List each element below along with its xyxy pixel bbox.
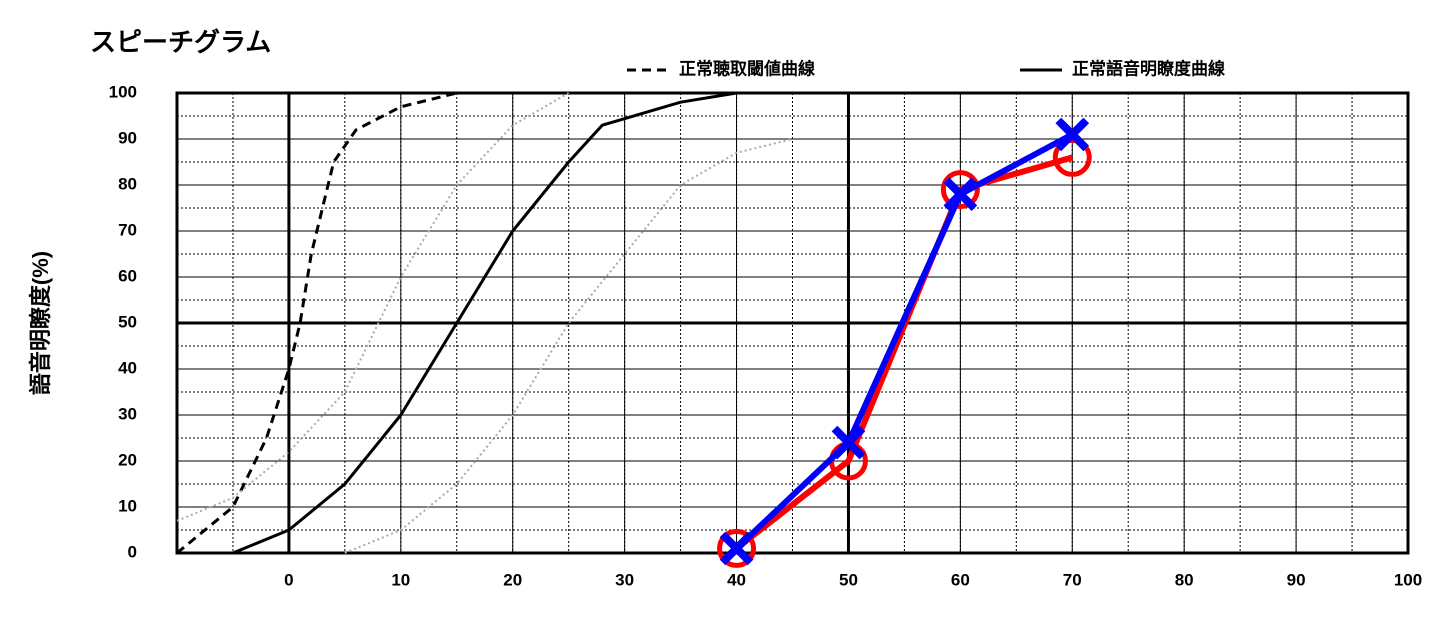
x-tick-label: 60 bbox=[951, 570, 970, 589]
x-tick-label: 10 bbox=[391, 570, 410, 589]
y-tick-label: 50 bbox=[118, 312, 137, 331]
cross-marker bbox=[943, 177, 978, 212]
series-line bbox=[176, 91, 458, 555]
y-tick-label: 0 bbox=[128, 542, 137, 561]
legend-label: 正常聴取閾値曲線 bbox=[679, 58, 815, 78]
x-tick-label: 80 bbox=[1175, 570, 1194, 589]
y-tick-label: 20 bbox=[118, 450, 137, 469]
y-tick-label: 100 bbox=[109, 82, 137, 101]
x-tick-label: 100 bbox=[1394, 570, 1422, 589]
y-tick-label: 30 bbox=[118, 404, 137, 423]
series-line bbox=[344, 138, 793, 554]
y-tick-label: 40 bbox=[118, 358, 137, 377]
y-tick-label: 60 bbox=[118, 266, 137, 285]
series-line bbox=[232, 91, 737, 555]
circle-marker bbox=[1052, 137, 1092, 177]
legend-label: 正常語音明瞭度曲線 bbox=[1072, 58, 1225, 78]
y-axis-label: 語音明瞭度(%) bbox=[28, 251, 53, 395]
series-line bbox=[176, 92, 570, 522]
plot-frame bbox=[175, 91, 1410, 555]
series-line bbox=[734, 131, 1074, 551]
x-tick-label: 0 bbox=[284, 570, 293, 589]
chart-title: スピーチグラム bbox=[90, 27, 271, 57]
circle-marker bbox=[717, 528, 757, 568]
x-tick-label: 40 bbox=[727, 570, 746, 589]
x-tick-label: 70 bbox=[1063, 570, 1082, 589]
x-tick-label: 50 bbox=[839, 570, 858, 589]
y-tick-label: 80 bbox=[118, 174, 137, 193]
x-tick-label: 30 bbox=[615, 570, 634, 589]
circle-marker bbox=[940, 170, 980, 210]
cross-marker bbox=[831, 425, 866, 460]
cross-marker bbox=[719, 531, 754, 566]
y-tick-label: 70 bbox=[118, 220, 137, 239]
y-tick-label: 10 bbox=[118, 496, 137, 515]
y-tick-label: 90 bbox=[118, 128, 137, 147]
cross-marker bbox=[1055, 117, 1090, 152]
x-tick-label: 20 bbox=[503, 570, 522, 589]
x-tick-label: 90 bbox=[1287, 570, 1306, 589]
